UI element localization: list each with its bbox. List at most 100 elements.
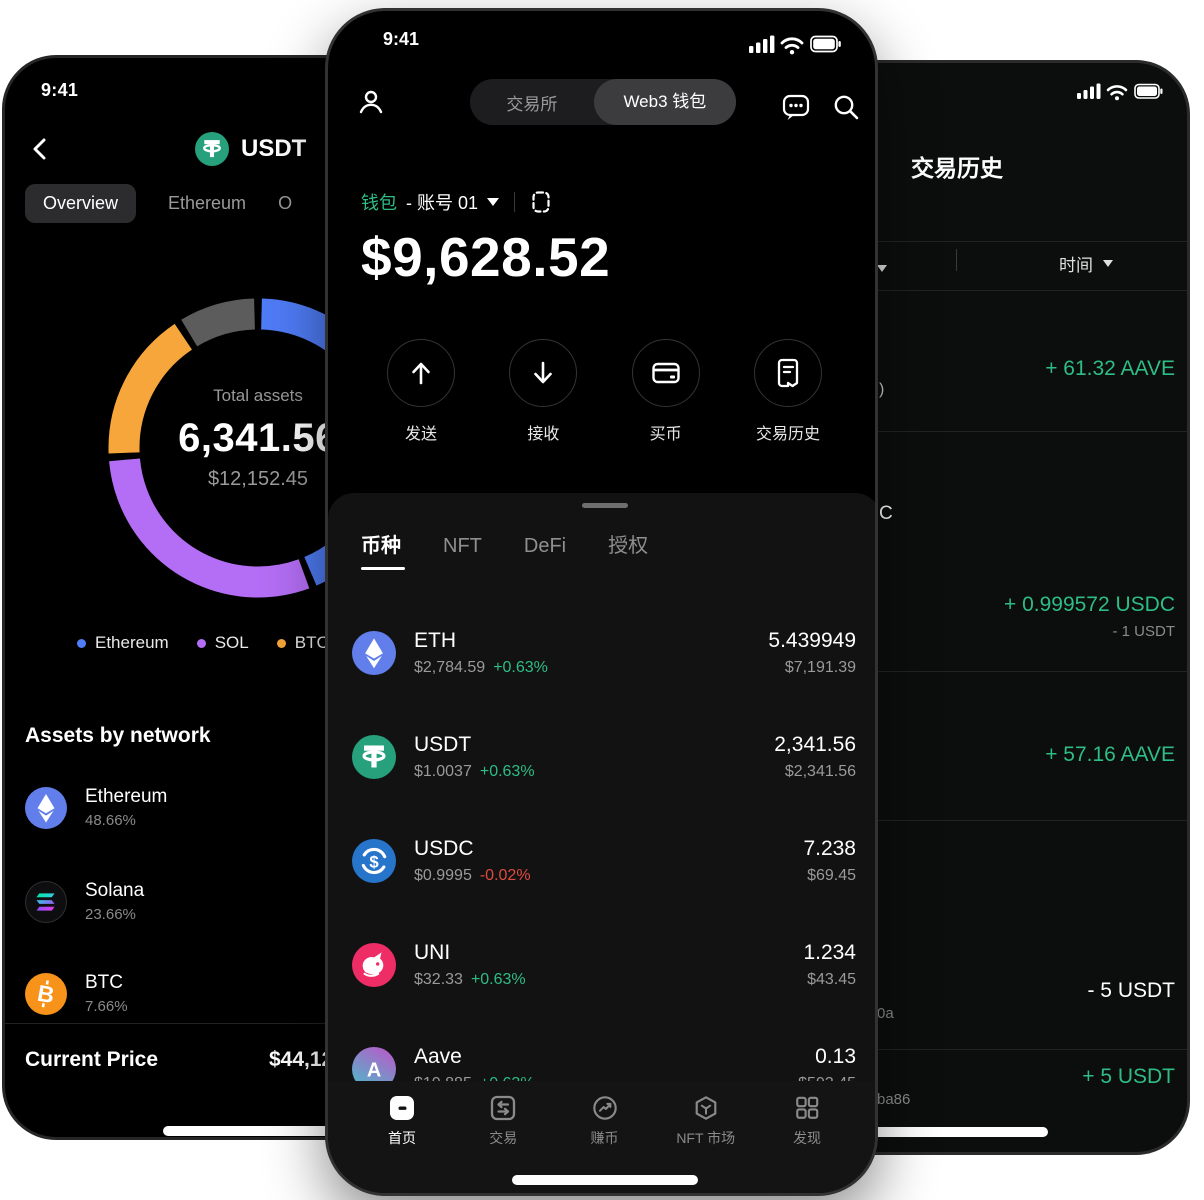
divider [813,1049,1187,1050]
assets-by-network-heading: Assets by network [25,724,211,747]
home-indicator[interactable] [873,1127,1048,1137]
clipped-address-fragment: ba86 [877,1091,911,1108]
network-row-ethereum[interactable]: Ethereum 48.66% [25,786,167,829]
wifi-icon [780,37,804,49]
network-row-btc[interactable]: B BTC 7.66% [25,972,128,1015]
quick-actions: 发送 接收 买币 交易历史 [328,339,875,444]
coin-symbol: Aave [414,1045,462,1068]
buy-crypto-button[interactable]: 买币 [611,339,721,444]
card-icon [631,339,700,407]
scan-icon [532,191,550,213]
page-title: USDT [195,132,306,166]
coin-symbol: USDC [414,837,474,860]
aave-icon: A [352,1047,396,1091]
time-filter-label: 时间 [1059,256,1093,275]
chat-button[interactable] [780,91,812,123]
nav-nft-market[interactable]: NFT 市场 [658,1095,754,1193]
current-price-value: $44,12 [269,1048,334,1071]
home-indicator[interactable] [512,1175,698,1185]
home-indicator[interactable] [163,1126,363,1136]
usdc-icon: $ [352,839,396,883]
nav-label: 赚币 [590,1130,619,1146]
tab-nft[interactable]: NFT [443,535,482,557]
status-icons [749,33,841,57]
coin-symbol: UNI [414,941,451,964]
network-name: BTC [85,972,123,993]
nft-hexagon-icon [695,1096,717,1120]
wifi-icon [1106,85,1128,96]
wallet-label: 钱包 [361,193,397,213]
coin-price: $2,784.59 [414,659,486,676]
receive-button[interactable]: 接收 [488,339,598,444]
nav-label: 首页 [388,1130,416,1146]
search-button[interactable] [830,91,862,123]
tx-amount[interactable]: + 0.999572 USDC [1003,593,1175,616]
account-label: - 账号 01 [406,193,479,213]
tab-overview[interactable]: Overview [25,184,137,223]
nav-trade[interactable]: 交易 [455,1095,551,1193]
action-label: 交易历史 [755,426,820,443]
coin-row-uni[interactable]: UNI $32.33 +0.63% 1.234 $43.45 [328,913,875,1017]
transaction-history-button[interactable]: 交易历史 [733,339,843,444]
svg-text:B: B [36,979,57,1007]
usdt-icon [352,735,396,779]
coin-price: $0.9995 [414,867,472,884]
nav-label: 发现 [793,1130,821,1146]
coin-change: +0.63% [493,659,548,676]
total-assets-value: 6,341.56 [178,416,338,460]
assets-sheet [328,493,875,1193]
legend-item: SOL [196,633,249,653]
tab-ethereum[interactable]: Ethereum [168,193,247,213]
sheet-drag-handle[interactable] [582,503,628,508]
tx-amount[interactable]: + 57.16 AAVE [1045,743,1175,766]
chevron-down-icon [1103,260,1113,267]
nav-discover[interactable]: 发现 [759,1095,855,1193]
legend-item: BTC [276,633,329,653]
coin-row-usdc[interactable]: $ USDC $0.9995 -0.02% 7.238 $69.45 [328,809,875,913]
network-pct: 23.66% [85,906,136,923]
segmented-control: 交易所 Web3 钱包 [470,79,736,125]
tab-coins[interactable]: 币种 [361,535,401,557]
profile-button[interactable] [356,87,386,117]
clipped-filter-caret[interactable]: ▼ [877,259,887,277]
coin-row-eth[interactable]: ETH $2,784.59 +0.63% 5.439949 $7,191.39 [328,601,875,705]
tx-amount[interactable]: + 5 USDT [1082,1065,1175,1088]
back-button[interactable] [27,136,53,162]
coin-row-usdt[interactable]: USDT $1.0037 +0.63% 2,341.56 $2,341.56 [328,705,875,809]
scan-copy-button[interactable] [530,190,552,214]
person-icon [359,90,383,114]
send-button[interactable]: 发送 [366,339,476,444]
coin-amount: 1.234 [803,941,856,964]
divider [5,1023,475,1024]
legend-label: SOL [214,633,249,652]
current-price-label: Current Price [25,1048,159,1071]
filter-divider [956,249,957,271]
tx-amount[interactable]: + 61.32 AAVE [1045,357,1175,380]
tab-exchange[interactable]: 交易所 [506,94,558,114]
network-pct: 7.66% [85,998,128,1015]
coin-symbol: USDT [414,733,472,756]
tab-web3-wallet[interactable]: Web3 钱包 [593,79,736,125]
tab-clipped[interactable]: O [278,193,293,213]
nav-label: NFT 市场 [676,1130,736,1146]
eth-icon [352,631,396,675]
coin-value: $7,191.39 [784,659,856,676]
nav-earn[interactable]: 赚币 [557,1095,653,1193]
tx-amount[interactable]: - 5 USDT [1087,979,1175,1002]
nav-home[interactable]: 首页 [354,1095,450,1193]
divider [813,820,1187,821]
active-tab-underline [361,567,405,570]
svg-text:$: $ [369,852,379,871]
network-row-solana[interactable]: Solana 23.66% [25,880,144,923]
tab-approvals[interactable]: 授权 [608,535,649,557]
tab-defi[interactable]: DeFi [523,535,567,557]
nav-label: 交易 [489,1130,518,1146]
coin-change: +0.63% [470,971,526,988]
total-assets-usd: $12,152.45 [207,468,309,490]
wallet-account-selector[interactable]: 钱包 - 账号 01 [361,189,552,215]
divider [813,431,1187,432]
signal-icon [749,35,775,53]
legend-label: Ethereum [95,633,169,652]
time-filter-dropdown[interactable]: 时间 [1059,251,1113,276]
